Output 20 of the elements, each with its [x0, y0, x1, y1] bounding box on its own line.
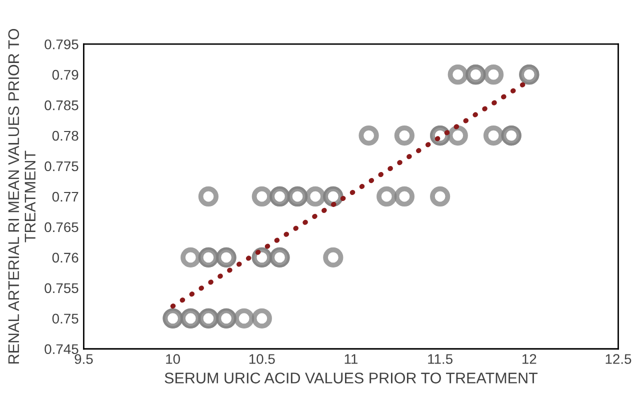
y-tick-label: 0.75: [52, 314, 78, 324]
y-tick-label: 0.78: [52, 130, 78, 141]
y-tick-label: 0.745: [44, 344, 78, 354]
x-tick-label: 12.5: [606, 354, 632, 364]
y-axis-title: RENAL ARTERIAL RI MEAN VALUES PRIOR TO TREATMENT: [8, 28, 36, 364]
x-tick-label: 10: [166, 354, 180, 364]
y-tick-label: 0.76: [52, 252, 78, 263]
y-tick-label: 0.77: [52, 192, 78, 202]
y-tick-label: 0.795: [44, 39, 78, 50]
x-tick-label: 11: [344, 354, 358, 364]
x-tick-label: 11.5: [428, 354, 452, 364]
x-tick-label: 10.5: [249, 354, 275, 364]
x-tick-label: 12: [522, 354, 536, 364]
y-tick-label: 0.755: [44, 283, 78, 294]
x-tick-label: 9.5: [74, 354, 93, 364]
y-tick-label: 0.775: [44, 161, 78, 172]
x-axis-title: SERUM URIC ACID VALUES PRIOR TO TREATMENT: [164, 372, 538, 384]
y-tick-label: 0.765: [44, 222, 78, 232]
y-tick-label: 0.79: [52, 70, 78, 80]
y-tick-label: 0.785: [44, 100, 78, 110]
